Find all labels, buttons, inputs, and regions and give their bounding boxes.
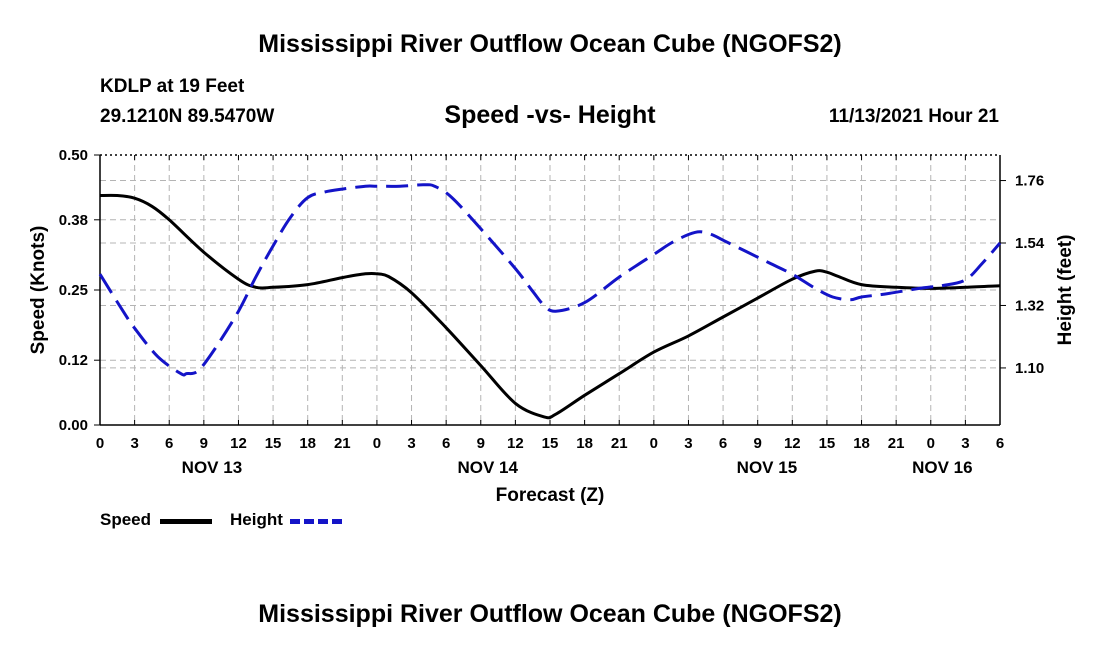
x-tick-label: 9 (754, 435, 762, 452)
x-tick-label: 21 (334, 435, 351, 452)
x-tick-label: 6 (719, 435, 727, 452)
x-tick-label: 15 (542, 435, 559, 452)
y-left-tick-label: 0.12 (59, 352, 88, 369)
station-label: KDLP at 19 Feet (100, 76, 245, 97)
legend-height-line (290, 519, 342, 524)
x-tick-label: 21 (888, 435, 905, 452)
y-left-tick-label: 0.50 (59, 147, 88, 164)
x-tick-label: 12 (507, 435, 524, 452)
day-label: NOV 13 (182, 458, 242, 477)
legend-speed-line (160, 519, 212, 524)
day-label: NOV 16 (912, 458, 972, 477)
x-tick-label: 3 (684, 435, 692, 452)
y-left-tick-label: 0.00 (59, 417, 88, 434)
x-tick-label: 3 (407, 435, 415, 452)
x-tick-label: 6 (165, 435, 173, 452)
x-tick-label: 18 (853, 435, 870, 452)
x-tick-label: 0 (373, 435, 381, 452)
x-tick-label: 18 (299, 435, 316, 452)
y-left-tick-label: 0.38 (59, 212, 88, 229)
day-label: NOV 14 (457, 458, 518, 477)
y-right-tick-label: 1.54 (1015, 235, 1045, 252)
x-tick-label: 18 (576, 435, 593, 452)
height-series-line (98, 183, 1002, 377)
x-tick-label: 12 (784, 435, 801, 452)
x-tick-label: 0 (927, 435, 935, 452)
y-right-tick-label: 1.10 (1015, 360, 1044, 377)
x-tick-label: 9 (477, 435, 485, 452)
legend-height-label: Height (230, 510, 283, 529)
x-tick-label: 3 (130, 435, 138, 452)
main-title: Mississippi River Outflow Ocean Cube (NG… (258, 30, 842, 58)
x-tick-label: 21 (611, 435, 628, 452)
x-tick-label: 15 (265, 435, 282, 452)
x-tick-label: 0 (96, 435, 104, 452)
y-right-tick-label: 1.76 (1015, 173, 1044, 190)
legend-speed-label: Speed (100, 510, 152, 529)
x-tick-label: 0 (650, 435, 658, 452)
day-label: NOV 15 (737, 458, 797, 477)
x-axis-title: Forecast (Z) (496, 485, 605, 506)
y-right-axis-title: Height (feet) (1055, 235, 1076, 346)
x-tick-label: 3 (961, 435, 969, 452)
y-left-tick-label: 0.25 (59, 282, 88, 299)
station-coords: 29.1210N 89.5470W (100, 106, 275, 127)
x-tick-label: 15 (819, 435, 836, 452)
chart-title: Speed -vs- Height (444, 101, 656, 129)
x-tick-label: 6 (442, 435, 450, 452)
x-tick-label: 12 (230, 435, 247, 452)
x-tick-label: 9 (200, 435, 208, 452)
forecast-datetime: 11/13/2021 Hour 21 (828, 106, 999, 127)
y-right-tick-label: 1.32 (1015, 297, 1044, 314)
y-left-axis-title: Speed (Knots) (28, 226, 49, 355)
x-tick-label: 6 (996, 435, 1004, 452)
speed-series-line (99, 193, 1001, 420)
footer-title: Mississippi River Outflow Ocean Cube (NG… (258, 600, 842, 628)
